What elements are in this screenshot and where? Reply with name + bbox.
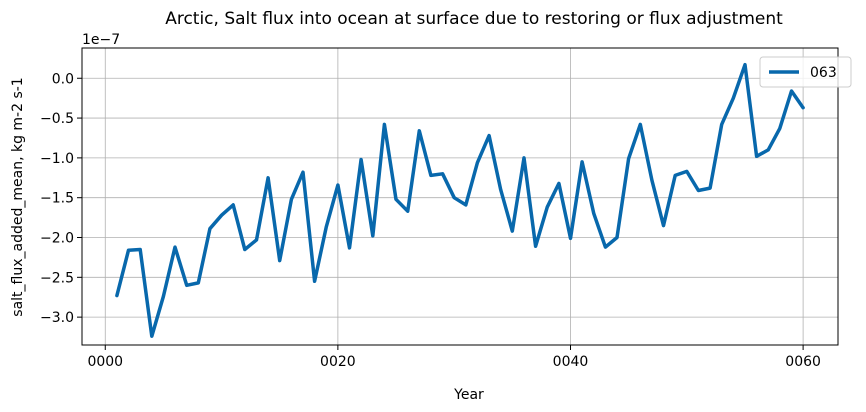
- y-axis-offset-label: 1e−7: [82, 32, 120, 48]
- series-line-063: [115, 62, 805, 338]
- y-tick-label: −1.0: [40, 151, 74, 167]
- legend-label: 063: [810, 65, 837, 81]
- legend-box: [759, 56, 852, 88]
- legend: 063: [759, 56, 852, 88]
- y-axis-label: salt_flux_added_mean, kg m-2 s-1: [10, 77, 26, 316]
- y-tick-label: 0.0: [52, 71, 74, 87]
- y-tick-label: −1.5: [40, 191, 74, 207]
- ticks: 0000 0020 0040 0060 −3.0 −2.5 −2.0 −1.5 −1.0 −0.5…: [40, 71, 821, 370]
- x-tick-label: 0040: [553, 354, 589, 370]
- grid: [82, 48, 838, 345]
- y-tick-label: −2.5: [40, 270, 74, 286]
- chart-title: Arctic, Salt flux into ocean at surface …: [165, 9, 783, 29]
- y-tick-label: −3.0: [40, 310, 74, 326]
- x-tick-label: 0000: [87, 354, 123, 370]
- x-axis-label: Year: [453, 387, 484, 403]
- x-tick-label: 0060: [785, 354, 821, 370]
- plot-area: [81, 47, 839, 346]
- y-tick-label: −2.0: [40, 231, 74, 247]
- series-layer: [115, 62, 805, 338]
- x-tick-label: 0020: [320, 354, 356, 370]
- y-tick-label: −0.5: [40, 111, 74, 127]
